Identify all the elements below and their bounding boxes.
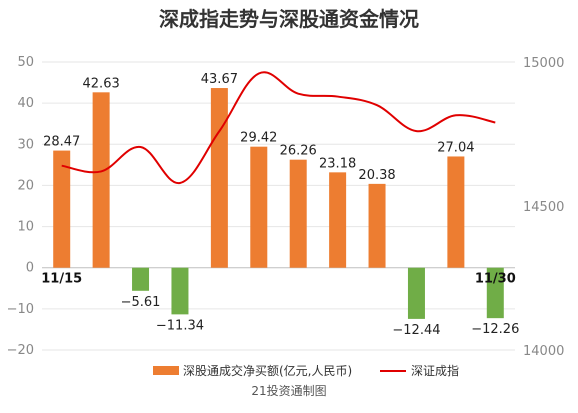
bar-value-label: 23.18 [319,156,356,171]
bar [447,156,465,268]
right-tick-label: 14000 [523,344,564,359]
right-tick-label: 14500 [523,200,564,215]
bar [486,267,504,319]
bar-value-label: −5.61 [121,295,161,310]
left-tick-label: 50 [17,55,34,70]
bar-value-label: 26.26 [280,144,317,159]
left-tick-label: 30 [17,137,34,152]
chart-title: 深成指走势与深股通资金情况 [159,7,419,31]
bar-value-label: 27.04 [437,140,474,155]
bar [53,150,71,268]
legend-bar-swatch [153,366,179,375]
legend-line-label: 深证成指 [411,363,459,378]
bar [92,92,110,268]
bar [250,146,268,268]
bar-value-label: −12.26 [471,322,519,337]
bar [407,267,425,319]
left-tick-label: −20 [7,343,34,358]
left-tick-label: 20 [17,178,34,193]
bar [171,267,189,315]
bar-value-label: 42.63 [83,76,120,91]
legend: 深股通成交净买额(亿元,人民币) 深证成指 [153,363,459,378]
bar-value-label: −11.34 [156,318,204,333]
source-label: 21投资通制图 [251,383,326,398]
bar-data-labels: 28.47 42.63 −5.61 −11.34 43.67 29.4226.2623.1… [43,72,519,338]
bar-value-label: 28.47 [43,135,80,150]
bar [368,183,386,268]
bar-value-label: 20.38 [358,168,395,183]
left-tick-label: −10 [7,302,34,317]
left-tick-label: 0 [26,261,34,276]
bar [132,267,150,291]
left-axis-ticks: −20 −10 0 10 20 30 40 50 [7,55,34,358]
category-label: 11/15 [41,272,82,287]
bar [210,88,228,268]
index-line [61,71,496,184]
bar [289,159,307,268]
bar-series [53,88,504,319]
right-axis-ticks: 14000 14500 15000 [523,56,564,359]
category-label: 11/30 [475,272,516,287]
bar [329,172,347,268]
bar-value-label: −12.44 [392,323,440,338]
bar-value-label: 29.42 [240,131,277,146]
line-series [61,71,496,184]
category-labels: 11/15 11/30 [41,272,516,287]
right-tick-label: 15000 [523,56,564,71]
left-tick-label: 10 [17,220,34,235]
legend-bar-label: 深股通成交净买额(亿元,人民币) [183,363,352,378]
bar-value-label: 43.67 [201,72,238,87]
left-tick-label: 40 [17,96,34,111]
gridlines [42,61,515,351]
